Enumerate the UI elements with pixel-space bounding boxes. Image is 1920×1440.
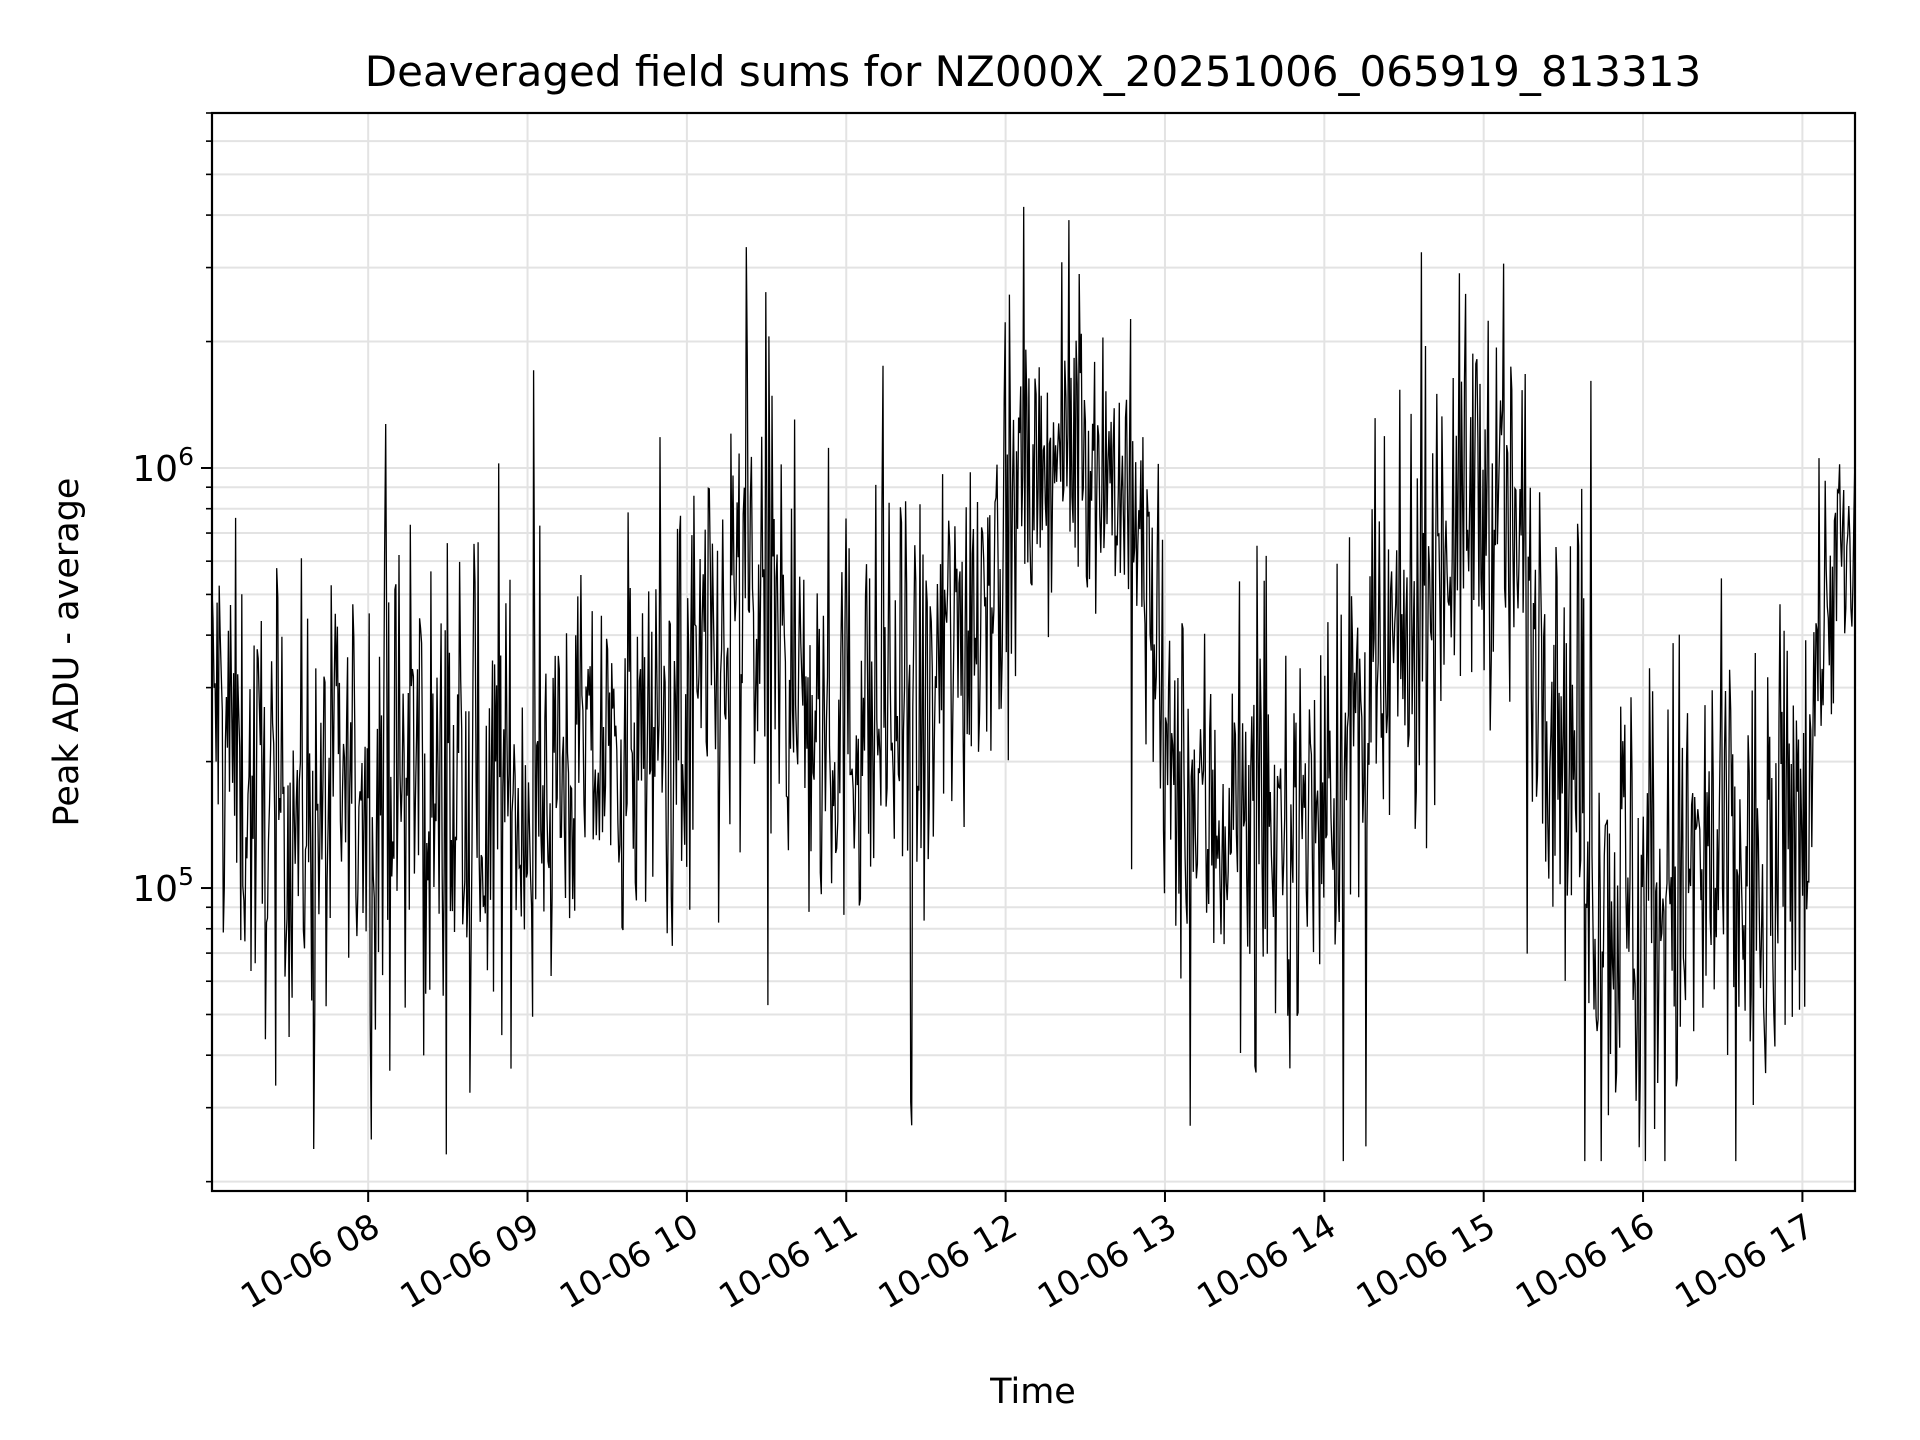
chart-title: Deaveraged field sums for NZ000X_2025100… (365, 47, 1701, 96)
y-tick-label: 106 (132, 442, 194, 490)
y-axis-label: Peak ADU - average (47, 478, 87, 827)
x-axis-label: Time (989, 1372, 1076, 1412)
plot-area (212, 206, 1855, 1162)
series-line (212, 206, 1855, 1162)
plot-frame (210, 111, 1857, 1193)
y-axis: 105 106 (132, 112, 212, 1183)
y-tick-label: 105 (132, 862, 194, 910)
